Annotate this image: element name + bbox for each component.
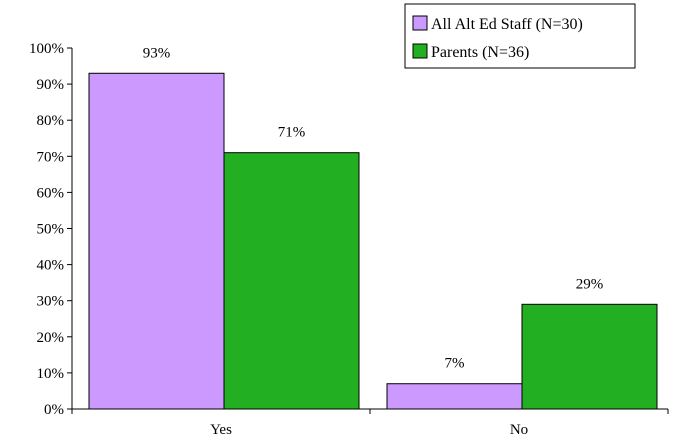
y-tick-label: 100% [29,41,64,57]
y-tick-label: 40% [37,258,65,274]
data-label: 93% [143,45,171,61]
y-tick-label: 80% [37,113,65,129]
bar-no-series-1 [386,383,523,410]
legend: All Alt Ed Staff (N=30) Parents (N=36) [404,3,636,69]
category-labels: Yes No [210,422,528,438]
y-tick-label: 50% [37,222,65,238]
data-label: 71% [278,125,306,141]
legend-swatch [412,15,428,31]
data-labels: 93% 71% 7% 29% [143,45,604,371]
bar-yes-series-1 [88,72,225,410]
y-axis-ticks: 0% 10% 20% 30% 40% 50% 60% 70% 80% 90% 100% [29,41,72,418]
legend-swatch [412,43,428,59]
legend-label: Parents (N=36) [431,44,529,61]
y-tick-label: 60% [37,185,65,201]
category-label-yes: Yes [210,422,232,438]
y-tick-label: 10% [37,366,65,382]
y-tick-label: 20% [37,330,65,346]
y-tick-label: 0% [44,402,64,418]
legend-label: All Alt Ed Staff (N=30) [431,16,583,33]
y-tick-label: 90% [37,77,65,93]
bar-no-series-2 [521,303,658,410]
data-label: 7% [445,356,465,372]
category-label-no: No [510,422,528,438]
y-tick-label: 30% [37,294,65,310]
y-tick-label: 70% [37,149,65,165]
legend-box [404,3,636,69]
bar-yes-series-2 [223,152,360,410]
data-label: 29% [576,276,604,292]
bars [88,72,658,410]
